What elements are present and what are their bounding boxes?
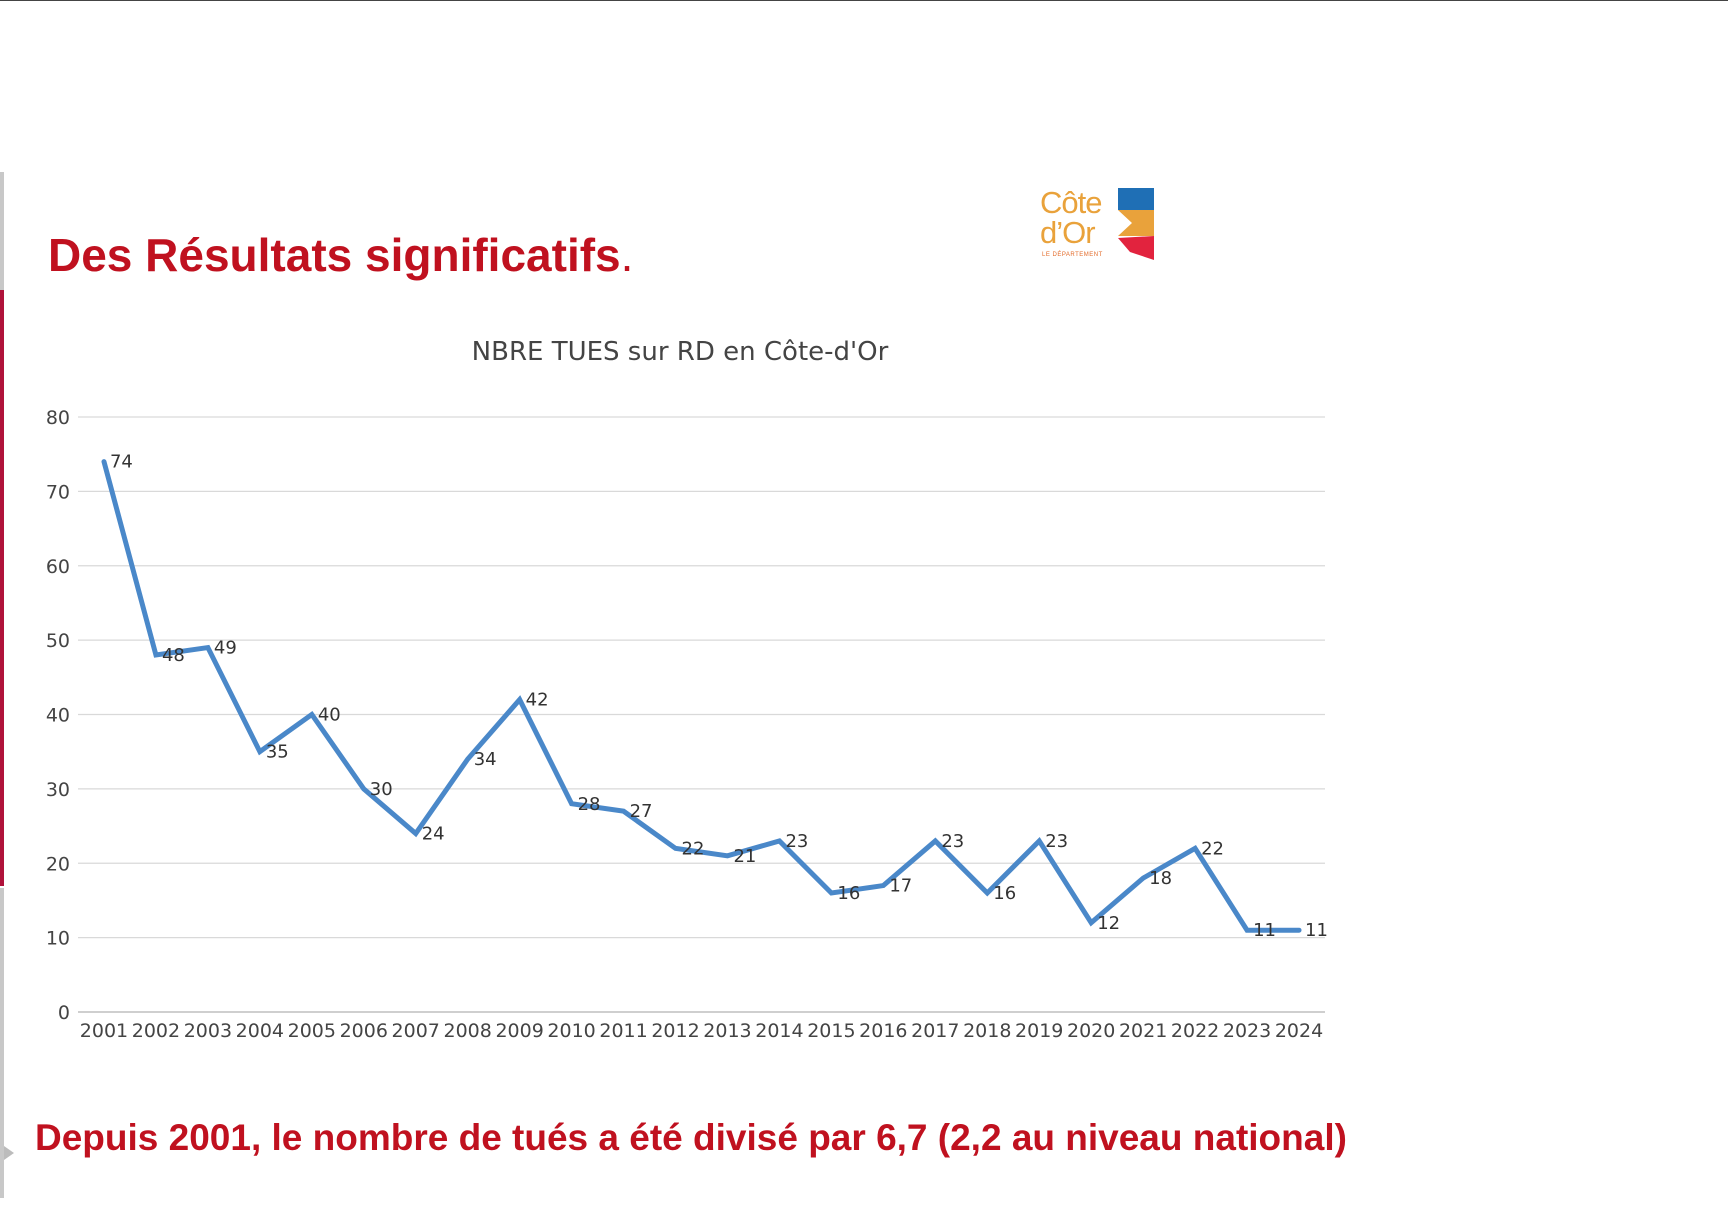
footer-statement: Depuis 2001, le nombre de tués a été div… [35, 1117, 1347, 1158]
y-tick-label: 50 [46, 630, 70, 652]
data-label: 30 [370, 779, 393, 800]
y-tick-label: 30 [46, 779, 70, 801]
x-tick-label: 2005 [288, 1020, 336, 1042]
x-tick-label: 2007 [392, 1020, 440, 1042]
x-tick-label: 2009 [495, 1020, 543, 1042]
y-tick-label: 40 [46, 705, 70, 727]
left-accent-bar-red [0, 290, 4, 886]
data-label: 40 [318, 705, 341, 726]
x-tick-label: 2001 [80, 1020, 128, 1042]
x-tick-label: 2004 [236, 1020, 284, 1042]
x-tick-label: 2013 [703, 1020, 751, 1042]
data-label: 74 [110, 452, 133, 473]
x-tick-label: 2019 [1015, 1020, 1063, 1042]
y-tick-label: 60 [46, 556, 70, 578]
data-label: 17 [889, 876, 912, 897]
x-tick-label: 2011 [599, 1020, 647, 1042]
headline-dot: . [620, 229, 634, 281]
data-label: 16 [837, 883, 860, 904]
data-label: 27 [630, 801, 653, 822]
x-tick-label: 2023 [1223, 1020, 1271, 1042]
cote-dor-logo: Côte d’Or LE DÉPARTEMENT [1040, 185, 1160, 264]
data-label: 24 [422, 824, 445, 845]
x-tick-label: 2018 [963, 1020, 1011, 1042]
y-tick-label: 10 [46, 928, 70, 950]
line-chart: NBRE TUES sur RD en Côte-d'Or 0 10 20 30 40 5… [46, 337, 1328, 1042]
y-tick-label: 20 [46, 853, 70, 875]
data-label: 11 [1253, 920, 1276, 941]
data-label: 18 [1149, 868, 1172, 889]
logo-line2: d’Or [1040, 215, 1096, 250]
slide-headline: Des Résultats significatifs. [48, 228, 633, 282]
x-tick-label: 2006 [340, 1020, 388, 1042]
x-tick-label: 2016 [859, 1020, 907, 1042]
x-tick-label: 2012 [651, 1020, 699, 1042]
data-label: 16 [993, 883, 1016, 904]
data-label: 22 [1201, 838, 1224, 859]
data-label: 12 [1097, 913, 1120, 934]
data-label: 21 [733, 846, 756, 867]
y-tick-label: 0 [58, 1002, 70, 1024]
slide-nav-arrow-icon[interactable] [4, 1146, 14, 1160]
x-tick-label: 2021 [1119, 1020, 1167, 1042]
series-line [101, 459, 1302, 933]
logo-line1: Côte [1040, 185, 1102, 220]
data-label: 42 [526, 690, 549, 711]
data-label: 11 [1305, 920, 1328, 941]
y-tick-label: 80 [46, 407, 70, 429]
left-accent-bar-top [0, 172, 4, 290]
data-label: 49 [214, 638, 237, 659]
x-tick-label: 2017 [911, 1020, 959, 1042]
top-border [0, 0, 1728, 1]
left-accent-bar-bottom [0, 888, 4, 1198]
logo-subtitle: LE DÉPARTEMENT [1042, 252, 1103, 258]
data-label: 23 [941, 831, 964, 852]
x-tick-label: 2022 [1171, 1020, 1219, 1042]
x-tick-label: 2020 [1067, 1020, 1115, 1042]
logo-flag-icon [1118, 188, 1154, 260]
y-tick-label: 70 [46, 481, 70, 503]
data-label: 35 [266, 742, 289, 763]
x-tick-label: 2008 [444, 1020, 492, 1042]
data-label: 22 [682, 838, 705, 859]
x-tick-label: 2002 [132, 1020, 180, 1042]
chart-title: NBRE TUES sur RD en Côte-d'Or [472, 337, 889, 367]
data-label: 28 [578, 794, 601, 815]
x-tick-label: 2024 [1275, 1020, 1323, 1042]
headline-text: Des Résultats significatifs [48, 229, 621, 281]
data-label: 23 [785, 831, 808, 852]
x-tick-label: 2003 [184, 1020, 232, 1042]
data-label: 23 [1045, 831, 1068, 852]
logo-wordmark: Côte d’Or [1040, 185, 1102, 250]
x-tick-label: 2015 [807, 1020, 855, 1042]
data-label: 48 [162, 645, 185, 666]
x-tick-label: 2014 [755, 1020, 803, 1042]
x-tick-label: 2010 [547, 1020, 595, 1042]
data-label: 34 [474, 749, 497, 770]
